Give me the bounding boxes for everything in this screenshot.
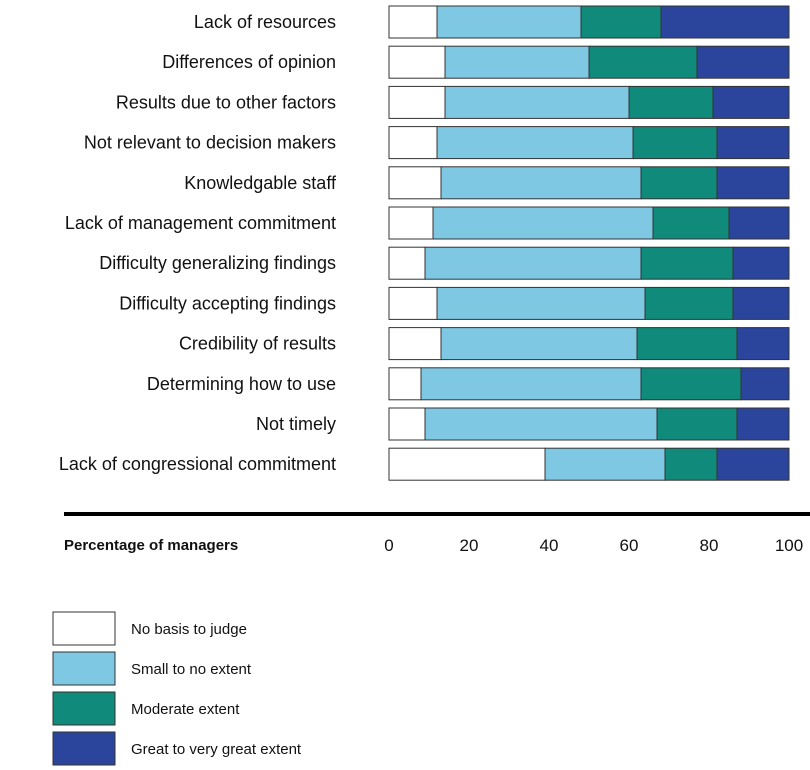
bar-segment: [740, 367, 790, 401]
bar-segment: [636, 327, 738, 361]
legend-swatch: [52, 611, 116, 646]
legend-label: Great to very great extent: [131, 741, 302, 758]
legend: No basis to judge Small to no extent Moder…: [52, 611, 302, 766]
bar-segment: [388, 126, 438, 160]
bar-area: [388, 5, 790, 481]
category-label: Lack of resources: [194, 12, 336, 32]
bar-segment: [664, 447, 718, 481]
legend-label: Small to no extent: [131, 661, 252, 678]
x-tick-label: 60: [620, 536, 639, 555]
x-tick-label: 80: [700, 536, 719, 555]
bar-segment: [652, 206, 730, 240]
bar-segment: [440, 327, 638, 361]
bar-segment: [444, 45, 590, 79]
bar-segment: [732, 246, 790, 280]
legend-swatch: [52, 691, 116, 726]
bar-segment: [736, 407, 790, 441]
bar-segment: [640, 367, 742, 401]
category-label: Determining how to use: [147, 374, 336, 394]
bar-segment: [444, 85, 630, 119]
bar-segment: [656, 407, 738, 441]
bar-segment: [716, 166, 790, 200]
bar-segment: [640, 166, 718, 200]
bar-segment: [388, 327, 442, 361]
bar-segment: [632, 126, 718, 160]
x-tick-labels: 0 20 40 60 80 100: [384, 536, 803, 555]
legend-swatch: [52, 651, 116, 686]
category-label: Results due to other factors: [116, 92, 336, 112]
legend-label: Moderate extent: [131, 701, 240, 718]
bar-segment: [388, 367, 422, 401]
bar-segment: [660, 5, 790, 39]
bar-segment: [388, 166, 442, 200]
bar-segment: [388, 5, 438, 39]
x-tick-label: 0: [384, 536, 393, 555]
bar-segment: [628, 85, 714, 119]
bar-segment: [588, 45, 698, 79]
category-label: Not relevant to decision makers: [84, 133, 336, 153]
bar-segment: [712, 85, 790, 119]
bar-segment: [728, 206, 790, 240]
category-label: Difficulty accepting findings: [119, 293, 336, 313]
bar-segment: [732, 286, 790, 320]
bar-segment: [388, 246, 426, 280]
category-label: Difficulty generalizing findings: [99, 253, 336, 273]
legend-label: No basis to judge: [131, 621, 247, 638]
category-label: Lack of management commitment: [65, 213, 336, 233]
bar-segment: [388, 286, 438, 320]
bar-segment: [640, 246, 734, 280]
bar-segment: [696, 45, 790, 79]
bar-segment: [424, 407, 658, 441]
bar-segment: [432, 206, 654, 240]
legend-swatch: [52, 731, 116, 766]
x-tick-label: 40: [540, 536, 559, 555]
bar-segment: [388, 206, 434, 240]
category-label: Not timely: [256, 414, 336, 434]
bar-segment: [388, 407, 426, 441]
category-label: Differences of opinion: [162, 52, 336, 72]
bar-segment: [736, 327, 790, 361]
x-tick-label: 20: [460, 536, 479, 555]
bar-segment: [436, 286, 646, 320]
x-axis-title: Percentage of managers: [64, 537, 238, 554]
bar-segment: [388, 45, 446, 79]
bar-segment: [716, 447, 790, 481]
bar-segment: [580, 5, 662, 39]
bar-segment: [644, 286, 734, 320]
bar-segment: [436, 5, 582, 39]
category-label: Credibility of results: [179, 334, 336, 354]
category-labels: Lack of resources Differences of opinion R…: [59, 12, 337, 474]
bar-segment: [424, 246, 642, 280]
bar-segment: [420, 367, 642, 401]
bar-segment: [388, 85, 446, 119]
category-label: Knowledgable staff: [184, 173, 337, 193]
bar-segment: [544, 447, 666, 481]
category-label: Lack of congressional commitment: [59, 454, 336, 474]
bar-segment: [440, 166, 642, 200]
bar-segment: [388, 447, 546, 481]
bar-segment: [716, 126, 790, 160]
x-tick-label: 100: [775, 536, 803, 555]
bar-segment: [436, 126, 634, 160]
